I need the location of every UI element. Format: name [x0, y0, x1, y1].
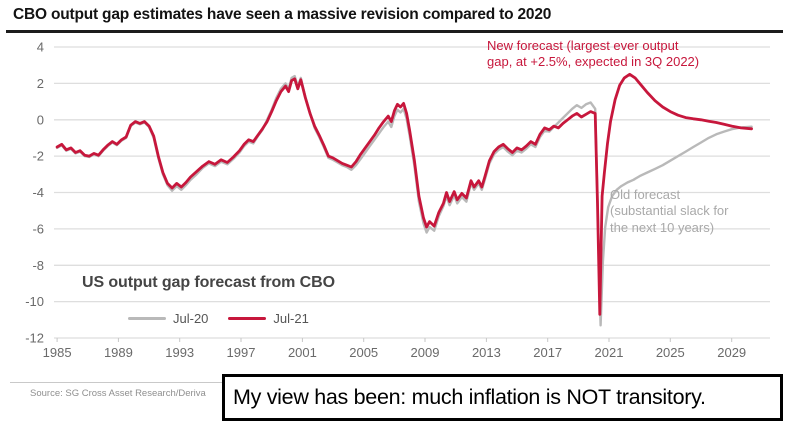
new-forecast-annotation: New forecast (largest ever output gap, a… — [487, 38, 700, 70]
chart-legend: Jul-20 Jul-21 — [128, 311, 309, 326]
y-tick-label: -12 — [25, 331, 44, 346]
legend-label-jul-21: Jul-21 — [273, 311, 309, 326]
old-forecast-annotation: Old forecast (substantial slack for the … — [610, 187, 729, 235]
jul-21-line-swatch — [228, 317, 267, 320]
title-rule — [6, 30, 783, 33]
x-tick-label: 2013 — [472, 345, 501, 360]
x-tick-label: 2021 — [595, 345, 624, 360]
x-tick-label: 2009 — [411, 345, 440, 360]
x-tick-label: 1997 — [227, 345, 256, 360]
source-text: Source: SG Cross Asset Research/Deriva — [30, 388, 206, 399]
comment-overlay-text: My view has been: much inflation is NOT … — [233, 385, 706, 409]
y-tick-label: 4 — [37, 40, 44, 55]
x-tick-label: 1989 — [104, 345, 133, 360]
y-tick-label: -8 — [32, 258, 44, 273]
series-line-jul-21 — [55, 72, 753, 316]
x-tick-label: 2025 — [656, 345, 685, 360]
y-tick-label: -6 — [32, 221, 44, 236]
y-tick-label: 2 — [37, 76, 44, 91]
x-tick-label: 2029 — [717, 345, 746, 360]
page-title: CBO output gap estimates have seen a mas… — [13, 6, 552, 23]
comment-overlay-box: My view has been: much inflation is NOT … — [222, 374, 783, 421]
legend-label-jul-20: Jul-20 — [173, 311, 209, 326]
legend-item-jul-20: Jul-20 — [128, 311, 208, 326]
x-tick-label: 2017 — [533, 345, 562, 360]
legend-item-jul-21: Jul-21 — [228, 311, 309, 326]
x-tick-label: 2005 — [349, 345, 378, 360]
jul-20-line-swatch — [128, 317, 166, 320]
y-tick-label: -10 — [25, 294, 44, 309]
x-tick-label: 1993 — [165, 345, 194, 360]
x-tick-label: 2001 — [288, 345, 317, 360]
x-tick-label: 1985 — [43, 345, 72, 360]
y-tick-label: 0 — [37, 112, 44, 127]
y-tick-label: -4 — [32, 185, 44, 200]
chart-inner-title: US output gap forecast from CBO — [82, 274, 335, 291]
y-tick-label: -2 — [32, 149, 44, 164]
